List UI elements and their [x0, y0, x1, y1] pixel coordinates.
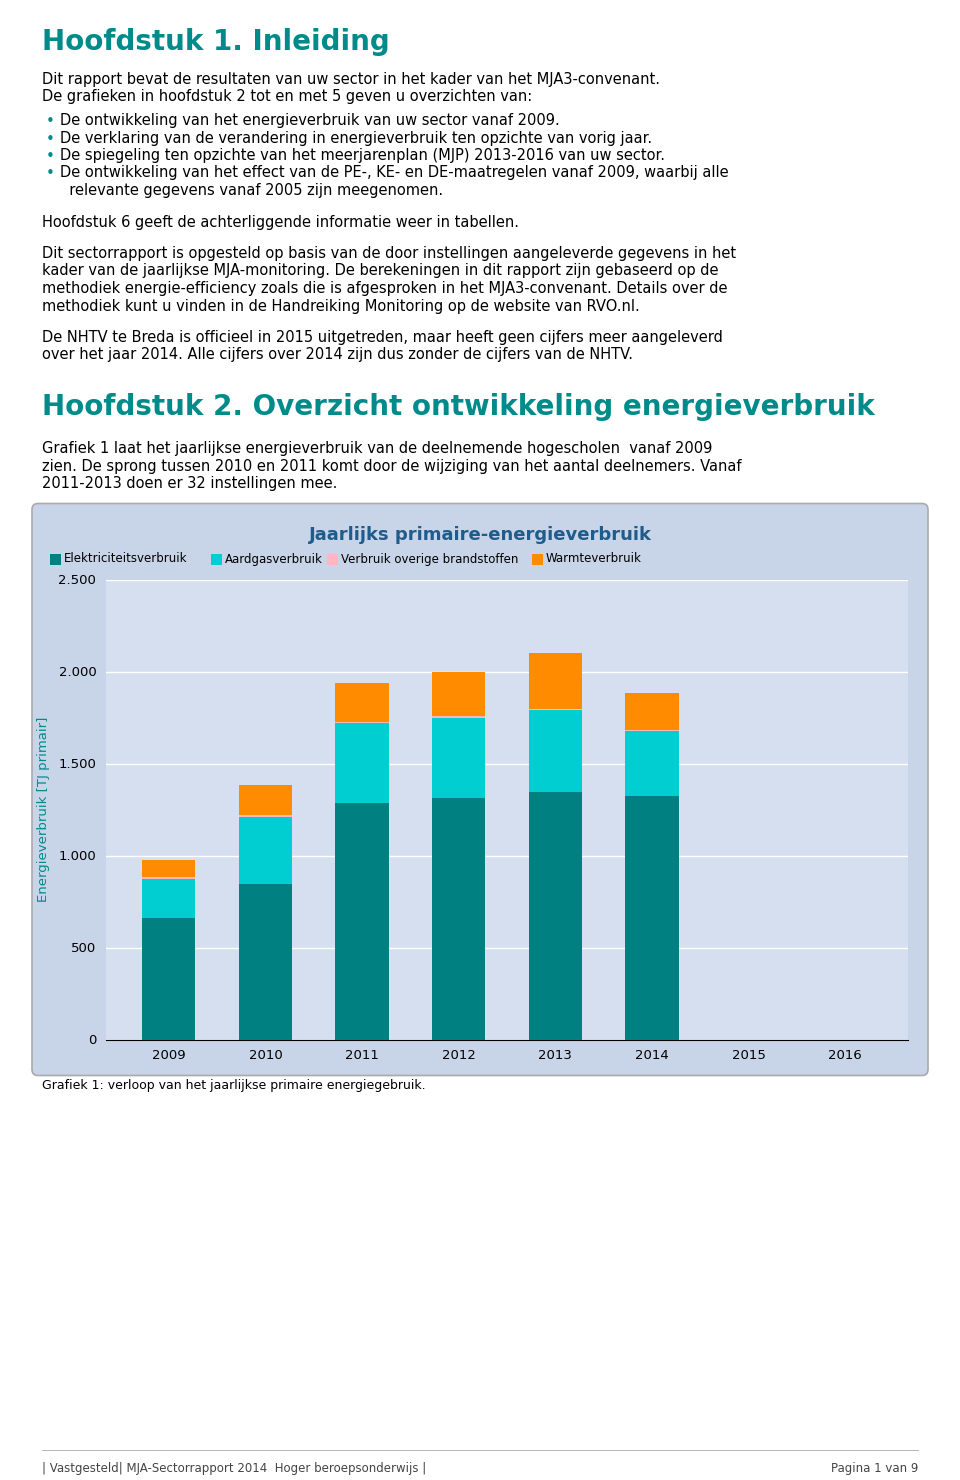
- Text: Pagina 1 van 9: Pagina 1 van 9: [830, 1462, 918, 1476]
- Bar: [210, 554, 222, 564]
- Y-axis label: Energieverbruik [TJ primair]: Energieverbruik [TJ primair]: [37, 716, 50, 903]
- Text: De NHTV te Breda is officieel in 2015 uitgetreden, maar heeft geen cijfers meer : De NHTV te Breda is officieel in 2015 ui…: [42, 330, 723, 345]
- Bar: [432, 718, 485, 798]
- Bar: [239, 884, 292, 1039]
- Text: zien. De sprong tussen 2010 en 2011 komt door de wijziging van het aantal deelne: zien. De sprong tussen 2010 en 2011 komt…: [42, 459, 741, 474]
- Bar: [529, 792, 582, 1039]
- Bar: [625, 796, 679, 1039]
- Text: Dit rapport bevat de resultaten van uw sector in het kader van het MJA3-convenan: Dit rapport bevat de resultaten van uw s…: [42, 73, 660, 87]
- Text: methodiek kunt u vinden in de Handreiking Monitoring op de website van RVO.nl.: methodiek kunt u vinden in de Handreikin…: [42, 299, 639, 314]
- Bar: [625, 693, 679, 730]
- Text: kader van de jaarlijkse MJA-monitoring. De berekeningen in dit rapport zijn geba: kader van de jaarlijkse MJA-monitoring. …: [42, 263, 718, 278]
- FancyBboxPatch shape: [32, 503, 928, 1076]
- Bar: [625, 731, 679, 796]
- Bar: [529, 653, 582, 709]
- Bar: [327, 554, 338, 564]
- Bar: [432, 672, 485, 716]
- Text: Elektriciteitsverbruik: Elektriciteitsverbruik: [64, 552, 187, 565]
- Bar: [239, 784, 292, 815]
- Text: De ontwikkeling van het effect van de PE-, KE- en DE-maatregelen vanaf 2009, waa: De ontwikkeling van het effect van de PE…: [60, 166, 729, 181]
- Text: over het jaar 2014. Alle cijfers over 2014 zijn dus zonder de cijfers van de NHT: over het jaar 2014. Alle cijfers over 20…: [42, 348, 633, 363]
- Bar: [50, 554, 61, 564]
- Bar: [529, 710, 582, 792]
- Text: relevante gegevens vanaf 2005 zijn meegenomen.: relevante gegevens vanaf 2005 zijn meege…: [60, 184, 444, 198]
- Text: •: •: [46, 149, 55, 164]
- Text: Dit sectorrapport is opgesteld op basis van de door instellingen aangeleverde ge: Dit sectorrapport is opgesteld op basis …: [42, 246, 736, 260]
- Bar: [532, 554, 542, 564]
- Bar: [239, 817, 292, 884]
- Text: Aardgasverbruik: Aardgasverbruik: [225, 552, 323, 565]
- Text: •: •: [46, 132, 55, 147]
- Bar: [142, 879, 196, 918]
- Text: Hoofdstuk 6 geeft de achterliggende informatie weer in tabellen.: Hoofdstuk 6 geeft de achterliggende info…: [42, 215, 519, 229]
- Text: Hoofdstuk 2. Overzicht ontwikkeling energieverbruik: Hoofdstuk 2. Overzicht ontwikkeling ener…: [42, 394, 875, 420]
- Text: | Vastgesteld| MJA-Sectorrapport 2014  Hoger beroepsonderwijs |: | Vastgesteld| MJA-Sectorrapport 2014 Ho…: [42, 1462, 426, 1476]
- Text: Jaarlijks primaire-energieverbruik: Jaarlijks primaire-energieverbruik: [308, 525, 652, 543]
- Text: Warmteverbruik: Warmteverbruik: [546, 552, 641, 565]
- Bar: [335, 724, 389, 804]
- Text: De verklaring van de verandering in energieverbruik ten opzichte van vorig jaar.: De verklaring van de verandering in ener…: [60, 130, 652, 145]
- Text: Grafiek 1: verloop van het jaarlijkse primaire energiegebruik.: Grafiek 1: verloop van het jaarlijkse pr…: [42, 1079, 425, 1092]
- Text: Grafiek 1 laat het jaarlijkse energieverbruik van de deelnemende hogescholen  va: Grafiek 1 laat het jaarlijkse energiever…: [42, 441, 712, 456]
- Text: •: •: [46, 114, 55, 129]
- Text: De spiegeling ten opzichte van het meerjarenplan (MJP) 2013-2016 van uw sector.: De spiegeling ten opzichte van het meerj…: [60, 148, 665, 163]
- Text: •: •: [46, 166, 55, 182]
- Bar: [335, 804, 389, 1039]
- Text: methodiek energie-efficiency zoals die is afgesproken in het MJA3-convenant. Det: methodiek energie-efficiency zoals die i…: [42, 281, 728, 296]
- Text: Hoofdstuk 1. Inleiding: Hoofdstuk 1. Inleiding: [42, 28, 390, 56]
- Bar: [432, 798, 485, 1039]
- Text: Verbruik overige brandstoffen: Verbruik overige brandstoffen: [341, 552, 518, 565]
- Bar: [335, 682, 389, 722]
- Bar: [142, 860, 196, 878]
- Text: De ontwikkeling van het energieverbruik van uw sector vanaf 2009.: De ontwikkeling van het energieverbruik …: [60, 112, 560, 127]
- Text: 2011-2013 doen er 32 instellingen mee.: 2011-2013 doen er 32 instellingen mee.: [42, 477, 337, 491]
- Text: De grafieken in hoofdstuk 2 tot en met 5 geven u overzichten van:: De grafieken in hoofdstuk 2 tot en met 5…: [42, 89, 532, 105]
- Bar: [142, 918, 196, 1039]
